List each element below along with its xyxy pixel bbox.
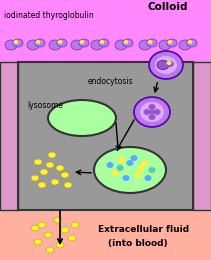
Ellipse shape (58, 40, 62, 44)
Ellipse shape (51, 179, 59, 185)
Ellipse shape (119, 157, 126, 163)
Ellipse shape (130, 155, 138, 161)
Ellipse shape (140, 102, 164, 122)
Ellipse shape (116, 165, 123, 171)
Ellipse shape (14, 40, 19, 44)
Ellipse shape (166, 61, 172, 65)
Text: (into blood): (into blood) (108, 239, 168, 248)
FancyBboxPatch shape (193, 62, 211, 210)
Ellipse shape (79, 39, 89, 47)
Ellipse shape (35, 40, 41, 44)
Ellipse shape (38, 182, 46, 188)
Ellipse shape (142, 160, 149, 166)
FancyBboxPatch shape (18, 62, 193, 210)
Ellipse shape (123, 39, 133, 47)
Ellipse shape (48, 152, 56, 158)
Ellipse shape (123, 175, 130, 181)
Text: endocytosis: endocytosis (88, 77, 134, 86)
Ellipse shape (71, 40, 83, 50)
Ellipse shape (143, 109, 150, 115)
Ellipse shape (188, 40, 192, 44)
Ellipse shape (31, 225, 39, 231)
Text: Extracellular fluid: Extracellular fluid (98, 225, 189, 234)
Ellipse shape (56, 165, 64, 171)
Ellipse shape (149, 114, 156, 120)
Ellipse shape (5, 40, 17, 50)
Ellipse shape (139, 40, 151, 50)
Ellipse shape (111, 170, 119, 176)
Ellipse shape (157, 61, 169, 69)
Ellipse shape (147, 39, 157, 47)
Ellipse shape (61, 227, 69, 233)
Ellipse shape (34, 159, 42, 165)
Ellipse shape (40, 169, 48, 175)
Ellipse shape (71, 222, 79, 228)
Ellipse shape (107, 162, 114, 168)
Ellipse shape (187, 39, 197, 47)
FancyBboxPatch shape (0, 210, 211, 260)
Ellipse shape (56, 242, 64, 248)
Text: lysosome: lysosome (27, 101, 63, 110)
Ellipse shape (153, 109, 161, 115)
Ellipse shape (13, 39, 23, 47)
Ellipse shape (27, 40, 39, 50)
Ellipse shape (100, 40, 104, 44)
Ellipse shape (80, 40, 84, 44)
Ellipse shape (134, 172, 142, 178)
Ellipse shape (94, 147, 166, 193)
Ellipse shape (57, 39, 67, 47)
FancyBboxPatch shape (0, 62, 18, 210)
Ellipse shape (150, 110, 154, 114)
Ellipse shape (167, 39, 177, 47)
Ellipse shape (48, 100, 116, 136)
Ellipse shape (149, 167, 156, 173)
Ellipse shape (115, 40, 127, 50)
Ellipse shape (127, 160, 134, 166)
Ellipse shape (123, 40, 128, 44)
Text: iodinated thyroglobulin: iodinated thyroglobulin (4, 11, 94, 20)
Ellipse shape (149, 51, 183, 79)
Ellipse shape (46, 162, 54, 168)
Ellipse shape (64, 182, 72, 188)
Ellipse shape (179, 40, 191, 50)
Ellipse shape (155, 56, 177, 74)
Ellipse shape (49, 40, 61, 50)
Ellipse shape (46, 247, 54, 253)
Ellipse shape (145, 175, 151, 181)
Ellipse shape (35, 39, 45, 47)
Ellipse shape (44, 232, 52, 238)
Ellipse shape (34, 239, 42, 245)
Ellipse shape (138, 165, 145, 171)
Ellipse shape (159, 40, 171, 50)
Ellipse shape (166, 61, 174, 67)
Ellipse shape (147, 40, 153, 44)
Ellipse shape (134, 97, 170, 127)
Ellipse shape (54, 217, 62, 223)
Ellipse shape (91, 40, 103, 50)
Ellipse shape (99, 39, 109, 47)
Ellipse shape (149, 104, 156, 110)
Ellipse shape (38, 222, 46, 228)
Ellipse shape (31, 175, 39, 181)
Ellipse shape (168, 40, 173, 44)
Text: Colloid: Colloid (148, 2, 188, 12)
Ellipse shape (68, 235, 76, 241)
Ellipse shape (61, 172, 69, 178)
